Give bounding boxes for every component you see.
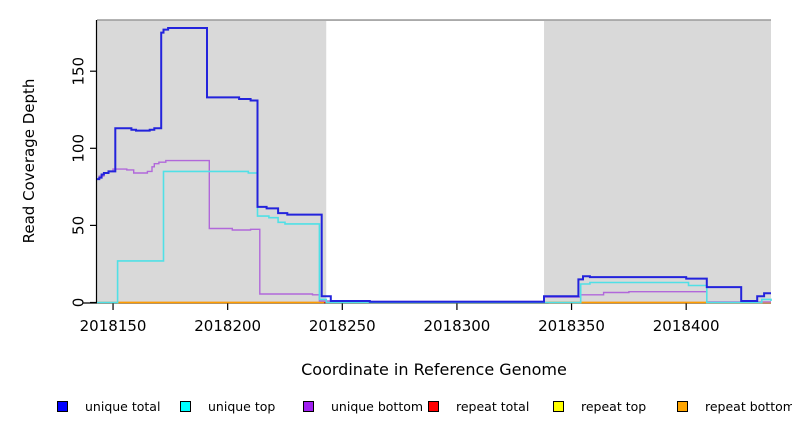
x-tick-label: 2018250	[309, 317, 376, 335]
legend-item-repeat-bottom: repeat bottom	[677, 396, 792, 416]
legend: unique total unique top unique bottom repea…	[0, 396, 792, 420]
legend-label-unique-bottom: unique bottom	[331, 398, 424, 414]
legend-label-repeat-top: repeat top	[581, 398, 647, 414]
y-tick-label: 100	[70, 134, 88, 163]
x-tick-label: 2018300	[424, 317, 491, 335]
legend-item-repeat-total: repeat total	[428, 396, 529, 416]
x-tick-label: 2018400	[653, 317, 720, 335]
legend-label-repeat-bottom: repeat bottom	[705, 398, 792, 414]
series-unique-total	[97, 27, 771, 303]
legend-item-unique-top: unique top	[180, 396, 275, 416]
y-axis-title: Read Coverage Depth	[20, 78, 38, 244]
legend-item-unique-bottom: unique bottom	[303, 396, 423, 416]
legend-label-repeat-total: repeat total	[456, 398, 530, 414]
x-tick-label: 2018150	[80, 317, 147, 335]
legend-item-unique-total: unique total	[57, 396, 160, 416]
legend-swatch-repeat-bottom	[677, 400, 688, 412]
coverage-gap-region	[326, 21, 545, 303]
x-tick-label: 2018200	[194, 317, 261, 335]
legend-label-unique-total: unique total	[85, 398, 161, 414]
legend-swatch-unique-total	[57, 400, 68, 412]
legend-swatch-repeat-top	[553, 400, 564, 412]
y-tick-label: 0	[70, 298, 88, 308]
x-axis-title: Coordinate in Reference Genome	[301, 360, 567, 379]
legend-swatch-unique-bottom	[303, 400, 314, 412]
legend-swatch-repeat-total	[428, 400, 439, 412]
x-tick-label: 2018350	[538, 317, 605, 335]
legend-label-unique-top: unique top	[208, 398, 276, 414]
legend-item-repeat-top: repeat top	[553, 396, 646, 416]
y-tick-label: 150	[70, 57, 88, 86]
y-tick-label: 50	[70, 216, 88, 235]
legend-swatch-unique-top	[180, 400, 191, 412]
